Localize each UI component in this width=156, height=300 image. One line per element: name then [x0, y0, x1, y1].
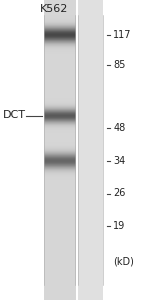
Text: 85: 85: [113, 60, 125, 70]
Text: 48: 48: [113, 123, 125, 134]
Text: 117: 117: [113, 29, 132, 40]
Text: (kD): (kD): [113, 256, 134, 266]
Text: 26: 26: [113, 188, 125, 199]
Text: 34: 34: [113, 155, 125, 166]
Text: K562: K562: [40, 4, 68, 14]
Text: DCT: DCT: [3, 110, 26, 121]
Text: 19: 19: [113, 220, 125, 231]
